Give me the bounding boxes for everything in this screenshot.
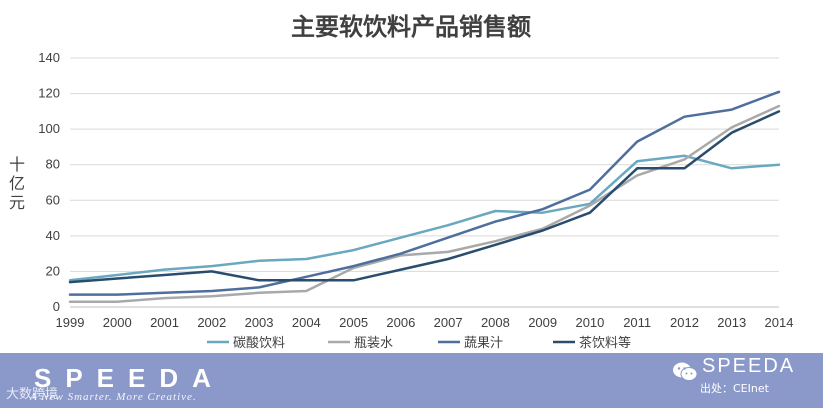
legend-item: 瓶装水 (328, 336, 393, 351)
x-tick-label: 2009 (528, 315, 557, 330)
y-tick-label: 60 (46, 192, 60, 207)
x-tick-label: 1999 (56, 315, 85, 330)
legend-item: 茶饮料等 (553, 335, 631, 351)
brand-logo-left: SPEEDA (34, 363, 225, 393)
x-tick-label: 2012 (670, 315, 699, 330)
brand-logo-right: SPEEDA (702, 355, 796, 377)
legend-label: 瓶装水 (354, 336, 393, 351)
x-tick-label: 2010 (575, 315, 604, 330)
x-tick-label: 2011 (623, 315, 651, 330)
x-axis-ticks: 1999 2000 2001 2002 2003 2004 2005 2006 2007 2008… (56, 315, 794, 330)
y-axis-label-text: 十亿元 (9, 155, 25, 212)
chart-title: 主要软饮料产品销售额 (291, 13, 531, 41)
series-lines (68, 90, 781, 303)
y-tick-label: 100 (38, 121, 60, 136)
x-tick-label: 2005 (339, 315, 368, 330)
series-line-0 (68, 154, 781, 282)
footer-banner: 大数跨境 SPEEDA A New Smarter. More Creative… (0, 353, 823, 408)
y-axis-label: 十亿元 (9, 155, 25, 212)
x-tick-label: 2008 (481, 315, 510, 330)
y-tick-label: 120 (38, 86, 60, 101)
y-tick-label: 140 (38, 50, 60, 65)
x-tick-label: 2000 (103, 315, 132, 330)
legend-label: 茶饮料等 (579, 335, 631, 351)
x-tick-label: 2001 (150, 315, 179, 330)
line-chart: 主要软饮料产品销售额 十亿元 0 20 40 60 80 100 120 140 1999 20… (9, 13, 794, 351)
source-label: 出处：CEInet (700, 382, 769, 395)
x-tick-label: 2003 (245, 315, 274, 330)
y-axis-ticks: 0 20 40 60 80 100 120 140 (38, 50, 60, 314)
legend-item: 碳酸饮料 (207, 336, 285, 351)
x-tick-label: 2006 (386, 315, 415, 330)
legend-label: 蔬果汁 (464, 336, 503, 351)
gridlines (70, 57, 779, 308)
legend-label: 碳酸饮料 (233, 336, 285, 351)
x-tick-label: 2002 (197, 315, 226, 330)
series-line-3 (68, 110, 781, 284)
x-tick-label: 2007 (434, 315, 463, 330)
brand-tagline: A New Smarter. More Creative. (30, 391, 197, 403)
series-line-2 (68, 90, 781, 296)
y-tick-label: 20 (46, 263, 60, 278)
x-tick-label: 2004 (292, 315, 321, 330)
y-tick-label: 0 (53, 299, 60, 314)
wechat-icon (673, 362, 698, 381)
x-tick-label: 2014 (765, 315, 794, 330)
y-tick-label: 40 (46, 228, 60, 243)
series-line-1 (68, 104, 781, 303)
x-tick-label: 2013 (717, 315, 746, 330)
legend: 碳酸饮料 瓶装水 蔬果汁 茶饮料等 (207, 335, 631, 351)
y-tick-label: 80 (46, 157, 60, 172)
legend-item: 蔬果汁 (438, 336, 503, 351)
watermark-text: 大数跨境 (6, 387, 59, 402)
